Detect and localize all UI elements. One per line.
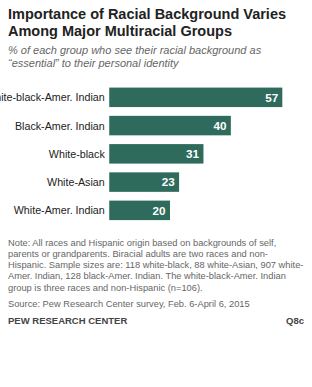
svg-text:57: 57 bbox=[265, 91, 278, 104]
html-text:Source: Pew Research Center su: Source: Pew Research Center survey, Feb.… bbox=[8, 298, 250, 309]
svg-text:White-black-Amer. Indian: White-black-Amer. Indian bbox=[0, 91, 105, 103]
svg-text:White-black: White-black bbox=[49, 148, 106, 160]
svg-text:31: 31 bbox=[186, 147, 200, 160]
html-text:Note: All races and Hispanic o: Note: All races and Hispanic origin base… bbox=[8, 237, 304, 293]
svg-text:White-Asian: White-Asian bbox=[47, 176, 105, 188]
svg-text:20: 20 bbox=[153, 204, 167, 217]
html-text:% of each group who see their: % of each group who see their racial bac… bbox=[8, 44, 262, 69]
html-text:PEW RESEARCH CENTER: PEW RESEARCH CENTER bbox=[8, 314, 128, 326]
svg-text:23: 23 bbox=[162, 175, 176, 188]
svg-text:40: 40 bbox=[213, 119, 227, 132]
svg-text:White-Amer. Indian: White-Amer. Indian bbox=[14, 204, 105, 216]
html-text:Importance of Racial Backgroun: Importance of Racial Background Varies A… bbox=[8, 6, 286, 39]
html-text:Q8c: Q8c bbox=[286, 314, 304, 326]
svg-text:Black-Amer. Indian: Black-Amer. Indian bbox=[15, 120, 105, 132]
